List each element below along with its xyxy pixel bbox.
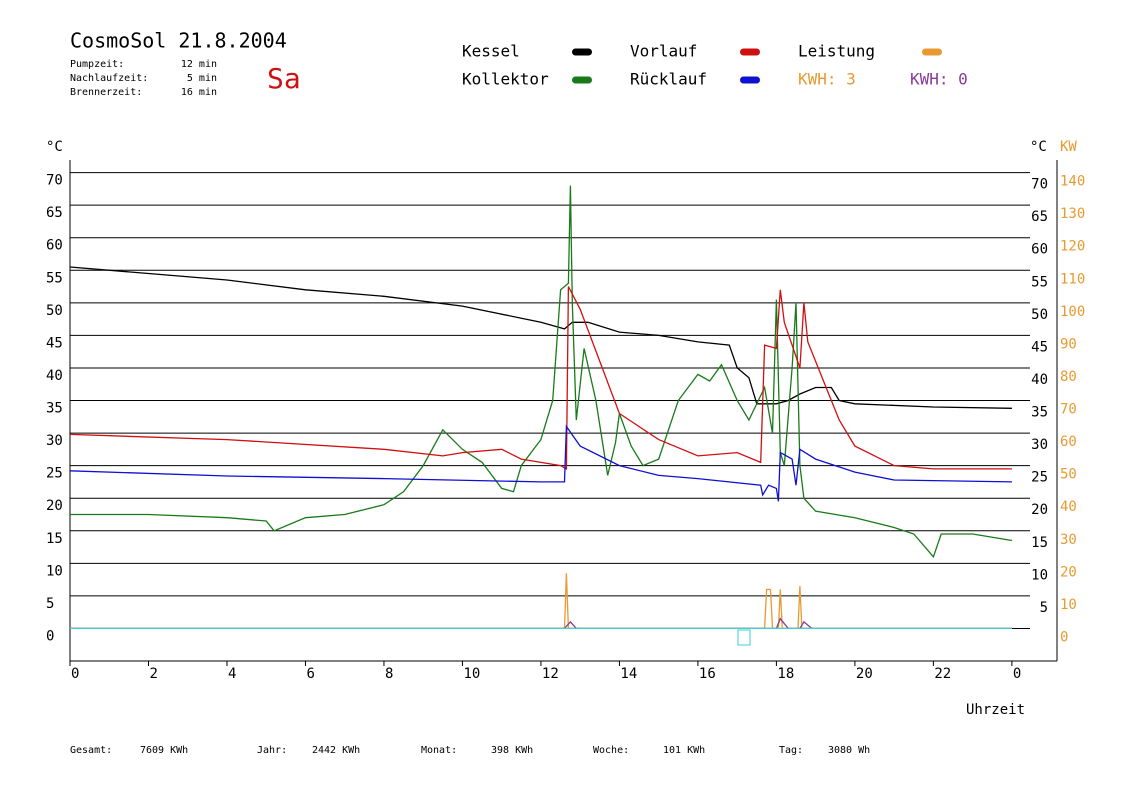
y-right-tick-label: 40 [1031, 372, 1048, 388]
y2-tick-label: 140 [1060, 174, 1085, 190]
y2-tick-label: 70 [1060, 402, 1077, 418]
x-tick-label: 22 [934, 666, 951, 682]
info-label: Brennerzeit: [70, 87, 142, 98]
y2-tick-label: 10 [1060, 597, 1077, 613]
y-right-tick-label: 35 [1031, 405, 1048, 421]
footer-label: Gesamt: [70, 745, 112, 756]
footer-value: 2442 KWh [312, 745, 360, 756]
footer-label: Tag: [779, 745, 803, 756]
x-tick-label: 6 [306, 666, 314, 682]
y-tick-label: 25 [46, 466, 63, 482]
y-right-tick-label: 55 [1031, 274, 1048, 290]
y2-tick-label: 100 [1060, 304, 1085, 320]
y-tick-label: 20 [46, 498, 63, 514]
y-tick-label: 60 [46, 238, 63, 254]
y2-tick-label: 0 [1060, 629, 1068, 645]
info-value: 5 min [187, 73, 217, 84]
y-tick-label: 0 [46, 628, 54, 644]
x-tick-label: 0 [71, 666, 79, 682]
y-unit: °C [46, 139, 63, 155]
y-tick-label: 10 [46, 563, 63, 579]
y2-unit: KW [1060, 139, 1077, 155]
y-tick-label: 35 [46, 401, 63, 417]
x-tick-label: 20 [856, 666, 873, 682]
x-tick-label: 2 [149, 666, 157, 682]
y-right-tick-label: 15 [1031, 535, 1048, 551]
chart-title: CosmoSol 21.8.2004 [70, 29, 287, 53]
x-tick-label: 16 [699, 666, 716, 682]
legend-swatch [572, 76, 592, 84]
kwh-label: KWH: 3 [798, 70, 856, 89]
y2-tick-label: 30 [1060, 532, 1077, 548]
y-tick-label: 40 [46, 368, 63, 384]
legend-swatch [922, 48, 942, 56]
y-right-tick-label: 30 [1031, 437, 1048, 453]
y2-tick-label: 20 [1060, 564, 1077, 580]
y-right-tick-label: 70 [1031, 177, 1048, 193]
footer-label: Jahr: [257, 745, 287, 756]
y2-tick-label: 60 [1060, 434, 1077, 450]
legend-label: Vorlauf [630, 42, 697, 61]
footer-value: 7609 KWh [140, 745, 188, 756]
y-tick-label: 45 [46, 335, 63, 351]
y-right-tick-label: 45 [1031, 339, 1048, 355]
series-line [69, 286, 1012, 471]
legend-swatch [572, 48, 592, 56]
y-tick-label: 15 [46, 531, 63, 547]
y2-tick-label: 130 [1060, 206, 1085, 222]
burner-marker [737, 629, 751, 646]
legend-label: Leistung [798, 42, 875, 61]
footer-value: 101 KWh [663, 745, 705, 756]
y2-tick-label: 50 [1060, 467, 1077, 483]
y-right-tick-label: 10 [1031, 567, 1048, 583]
info-label: Nachlaufzeit: [70, 73, 148, 84]
legend-swatch [740, 48, 760, 56]
y-right-tick-label: 25 [1031, 470, 1048, 486]
y2-tick-label: 90 [1060, 336, 1077, 352]
day-label: Sa [267, 62, 301, 95]
series-line [69, 424, 1012, 502]
y2-tick-label: 110 [1060, 271, 1085, 287]
legend-label: Kessel [462, 42, 520, 61]
footer-value: 398 KWh [491, 745, 533, 756]
y-right-tick-label: 5 [1040, 600, 1048, 616]
series-line [69, 266, 1012, 409]
series-line [70, 185, 1013, 559]
y-right-tick-label: 50 [1031, 307, 1048, 323]
info-value: 12 min [181, 59, 217, 70]
y2-tick-label: 120 [1060, 239, 1085, 255]
y-tick-label: 30 [46, 433, 63, 449]
x-tick-label: 10 [463, 666, 480, 682]
y2-tick-label: 40 [1060, 499, 1077, 515]
y-tick-label: 70 [46, 173, 63, 189]
legend-label: Kollektor [462, 70, 549, 89]
x-axis-label: Uhrzeit [966, 702, 1025, 718]
kwh-label: KWH: 0 [910, 70, 968, 89]
info-value: 16 min [181, 87, 217, 98]
y-right-tick-label: 65 [1031, 209, 1048, 225]
x-tick-label: 14 [620, 666, 637, 682]
y-tick-label: 5 [46, 596, 54, 612]
y-tick-label: 55 [46, 270, 63, 286]
y-right-tick-label: 60 [1031, 242, 1048, 258]
x-tick-label: 18 [777, 666, 794, 682]
x-tick-label: 12 [542, 666, 559, 682]
info-label: Pumpzeit: [70, 59, 124, 70]
legend-label: Rücklauf [630, 70, 707, 89]
y-right-tick-label: 20 [1031, 502, 1048, 518]
y2-tick-label: 80 [1060, 369, 1077, 385]
x-tick-label: 8 [385, 666, 393, 682]
y-tick-label: 65 [46, 205, 63, 221]
y-tick-label: 50 [46, 303, 63, 319]
y2-unit-left: °C [1030, 139, 1047, 155]
footer-label: Monat: [421, 745, 457, 756]
x-tick-label: 0 [1013, 666, 1021, 682]
footer-label: Woche: [593, 745, 629, 756]
footer-value: 3080 Wh [828, 745, 870, 756]
series-line [70, 617, 1012, 630]
legend-swatch [740, 76, 760, 84]
x-tick-label: 4 [228, 666, 236, 682]
